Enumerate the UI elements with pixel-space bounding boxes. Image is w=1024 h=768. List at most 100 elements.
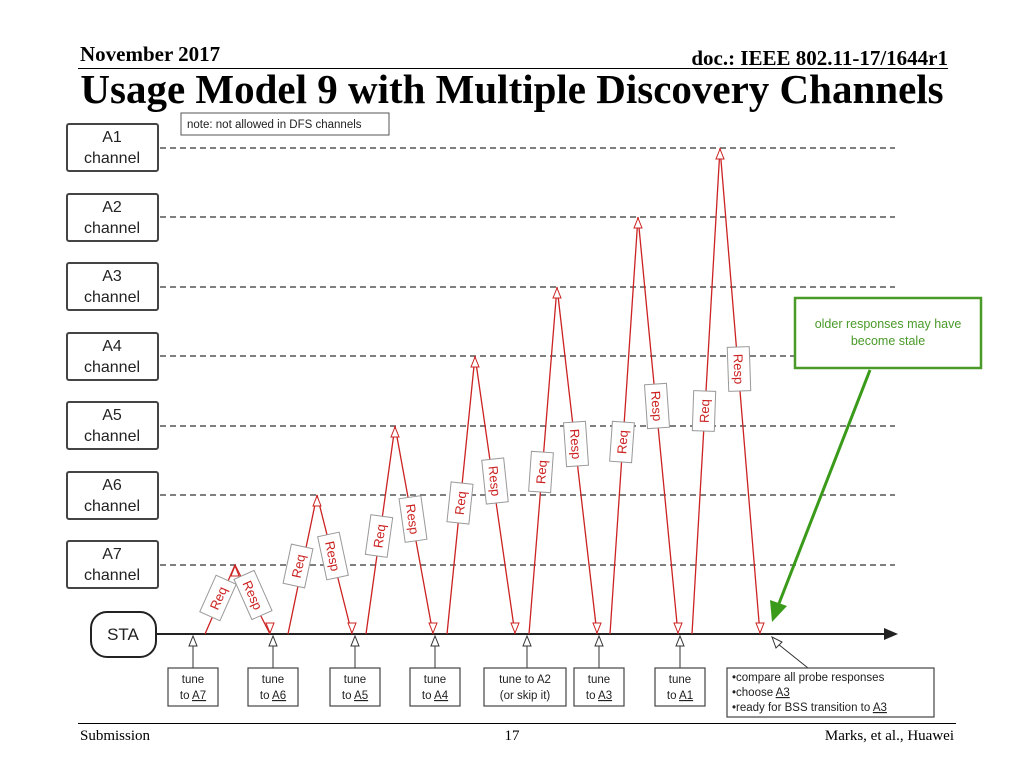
req-label-1: Req — [199, 574, 237, 622]
req-label-2: Req — [282, 543, 314, 589]
channel-box-a1-sub: channel — [84, 150, 140, 167]
header-date: November 2017 — [80, 42, 221, 66]
channel-box-a7: A7 channel — [66, 540, 159, 589]
return-arrow-6 — [673, 622, 683, 635]
return-arrow-7 — [755, 622, 765, 635]
peak-arrow-a5 — [390, 425, 400, 438]
req-label-7-text: Req — [697, 399, 713, 423]
resp-label-4: Resp — [481, 457, 509, 505]
tune-box-a6: tune to A6 — [247, 667, 299, 707]
tune-box-a1-line2: to A1 — [667, 690, 693, 702]
channel-box-a4: A4 channel — [66, 332, 159, 381]
stale-note-line2: become stale — [851, 334, 925, 348]
sta-box — [90, 611, 157, 658]
resp-label-3: Resp — [398, 495, 428, 543]
tune-box-a5-line1: tune — [344, 674, 366, 686]
tune-box-a6-line2: to A6 — [260, 690, 286, 702]
return-arrowheads — [265, 622, 765, 635]
channel-box-a3-sub: channel — [84, 289, 140, 306]
return-arrow-2 — [347, 622, 357, 635]
footer-page-number: 17 — [504, 728, 520, 744]
final-box-line2: •choose A3 — [732, 687, 790, 699]
channel-box-a4-name: A4 — [102, 338, 122, 355]
tune-box-a2-line1: tune to A2 — [499, 674, 551, 686]
final-summary-box: •compare all probe responses •choose A3 … — [726, 667, 935, 718]
resp-label-5-text: Resp — [567, 428, 584, 459]
channel-box-a7-sub: channel — [84, 567, 140, 584]
req-label-3: Req — [364, 514, 394, 558]
return-arrow-1 — [265, 622, 275, 635]
channel-box-a4-sub: channel — [84, 359, 140, 376]
tune-box-a4-line2: to A4 — [422, 690, 449, 702]
dfs-note-text: note: not allowed in DFS channels — [187, 119, 362, 131]
tune-box-a5-line2: to A5 — [342, 690, 368, 702]
req-label-6-text: Req — [614, 430, 631, 455]
resp-label-6: Resp — [643, 382, 671, 430]
req-label-2-text: Req — [289, 553, 309, 579]
req-label-4: Req — [446, 481, 474, 525]
channel-box-a7-name: A7 — [102, 546, 122, 563]
header-doc-id: doc.: IEEE 802.11-17/1644r1 — [691, 46, 948, 70]
channel-box-a3-name: A3 — [102, 268, 122, 285]
channel-box-a5-sub: channel — [84, 428, 140, 445]
req-label-5: Req — [528, 450, 554, 494]
peak-arrow-a6 — [312, 494, 322, 507]
slide-title: Usage Model 9 with Multiple Discovery Ch… — [80, 66, 944, 112]
channel-box-a2: A2 channel — [66, 193, 159, 242]
tune-box-a3: tune to A3 — [573, 667, 625, 707]
req-label-5-text: Req — [533, 460, 550, 485]
tune-box-a1: tune to A1 — [654, 667, 706, 707]
resp-label-5: Resp — [562, 420, 590, 468]
channel-box-a6: A6 channel — [66, 471, 159, 520]
channel-box-a3: A3 channel — [66, 262, 159, 311]
tune-boxes: tune to A7 tune to A6 tune to A5 tune to… — [167, 634, 935, 718]
timeline-arrowhead — [884, 628, 898, 640]
tune-box-a5: tune to A5 — [329, 667, 381, 707]
peak-arrow-a7 — [230, 564, 240, 577]
stale-arrowhead — [770, 600, 787, 622]
tune-box-a1-line1: tune — [669, 674, 691, 686]
channel-box-a5-name: A5 — [102, 407, 122, 424]
tune-box-a7: tune to A7 — [167, 667, 219, 707]
req-label-6: Req — [609, 420, 635, 464]
channel-box-a2-sub: channel — [84, 220, 140, 237]
resp-label-2: Resp — [317, 531, 349, 581]
final-box-line1: •compare all probe responses — [732, 672, 885, 684]
header-rule — [78, 68, 948, 69]
return-arrow-4 — [510, 622, 520, 635]
peak-arrowheads — [230, 147, 725, 577]
tune-box-a7-line1: tune — [182, 674, 204, 686]
peak-arrow-a4 — [470, 355, 480, 368]
footer-authors: Marks, et al., Huawei — [824, 728, 954, 744]
footer-submission: Submission — [80, 728, 151, 744]
channel-box-a6-sub: channel — [84, 498, 140, 515]
channel-box-a6-name: A6 — [102, 477, 122, 494]
return-arrow-5 — [592, 622, 602, 635]
dfs-note: note: not allowed in DFS channels — [180, 112, 390, 136]
tune-box-a4-line1: tune — [424, 674, 446, 686]
tune-box-a3-line2: to A3 — [586, 690, 612, 702]
peak-arrow-a2 — [633, 216, 643, 229]
req-label-4-text: Req — [452, 490, 469, 515]
channel-box-a5: A5 channel — [66, 401, 159, 450]
resp-label-4-text: Resp — [485, 465, 503, 497]
tune-pointers — [188, 634, 809, 669]
footer-rule — [78, 723, 956, 724]
stale-arrow-line — [776, 369, 872, 607]
return-arrow-3 — [428, 622, 438, 635]
req-resp-labels: Req Resp Req Resp Req Resp Req Resp — [199, 346, 752, 622]
channel-boxes: A1 channel A2 channel A3 channel A4 chan… — [66, 123, 159, 589]
channel-box-a1-name: A1 — [102, 129, 122, 146]
stale-note: older responses may have become stale — [770, 296, 983, 622]
peak-arrow-a3 — [552, 286, 562, 299]
req-label-7: Req — [691, 390, 717, 432]
tune-box-a2-line2: (or skip it) — [500, 690, 551, 702]
tune-box-a6-line1: tune — [262, 674, 284, 686]
stale-note-line1: older responses may have — [815, 317, 962, 331]
resp-label-7-text: Resp — [730, 354, 746, 385]
sta-timeline: STA — [90, 611, 898, 658]
resp-label-1: Resp — [233, 569, 273, 621]
tune-box-a4: tune to A4 — [409, 667, 461, 707]
sta-label: STA — [107, 625, 139, 644]
